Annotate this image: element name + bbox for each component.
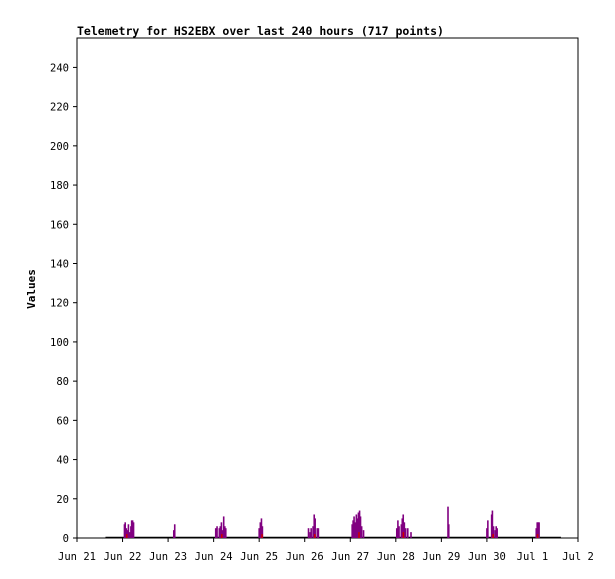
x-axis: Jun 21 Jun 22 Jun 23 Jun 24 Jun 25 Jun 26 Jun … <box>58 538 594 563</box>
x-tick-label: Jun 23 <box>149 551 187 563</box>
plot-area <box>76 37 579 539</box>
x-tick-label: Jun 24 <box>195 551 233 563</box>
y-tick-label: 20 <box>56 494 69 506</box>
x-tick-label: Jul 2 <box>562 551 594 563</box>
x-tick-label: Jun 28 <box>377 551 415 563</box>
y-tick-label: 160 <box>50 219 69 231</box>
x-tick-label: Jul 1 <box>517 551 549 563</box>
x-tick-label: Jun 22 <box>104 551 142 563</box>
y-axis-label: Values <box>25 269 38 309</box>
y-tick-label: 100 <box>50 337 69 349</box>
y-tick-label: 120 <box>50 298 69 310</box>
x-tick-label: Jun 29 <box>422 551 460 563</box>
y-tick-label: 80 <box>56 376 69 388</box>
data-series <box>105 506 561 539</box>
x-tick-label: Jun 21 <box>58 551 96 563</box>
y-tick-label: 200 <box>50 141 69 153</box>
x-tick-label: Jun 25 <box>240 551 278 563</box>
y-tick-label: 60 <box>56 415 69 427</box>
y-tick-label: 220 <box>50 102 69 114</box>
y-tick-label: 180 <box>50 180 69 192</box>
y-tick-label: 0 <box>63 533 69 545</box>
y-axis: 0 20 40 60 80 100 120 140 160 180 200 220 240 <box>50 62 77 545</box>
y-tick-label: 240 <box>50 62 69 74</box>
x-tick-label: Jun 27 <box>331 551 369 563</box>
x-tick-label: Jun 26 <box>286 551 324 563</box>
x-tick-label: Jun 30 <box>468 551 506 563</box>
y-tick-label: 140 <box>50 258 69 270</box>
chart-title: Telemetry for HS2EBX over last 240 hours… <box>77 24 444 38</box>
y-tick-label: 40 <box>56 455 69 467</box>
